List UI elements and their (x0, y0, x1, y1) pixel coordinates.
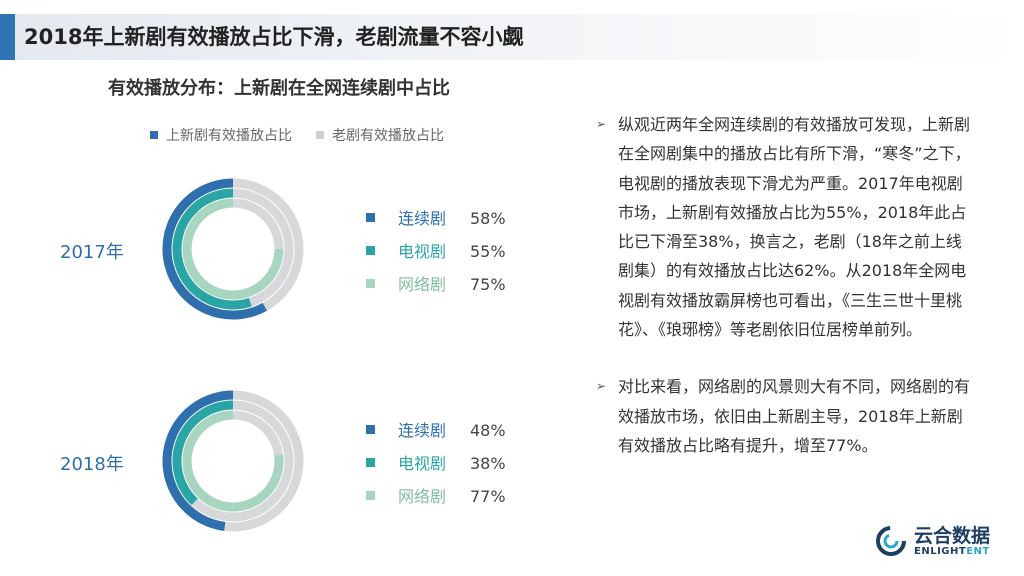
ring-legend-label: 电视剧 (398, 242, 446, 261)
legend-label-old: 老剧有效播放占比 (332, 128, 444, 144)
bullet-text: 对比来看，网络剧的风景则大有不同，网络剧的有效播放市场，依旧由上新剧主导，201… (618, 377, 971, 455)
bullet-item: ➢ 对比来看，网络剧的风景则大有不同，网络剧的有效播放市场，依旧由上新剧主导，2… (596, 372, 976, 460)
chart-legend: 上新剧有效播放占比 老剧有效播放占比 (150, 125, 444, 145)
donut-charts: 连续剧 58% 电视剧 55% 网络剧 75% 连续剧 48% 电视剧 38% 网络剧 77% (162, 178, 506, 532)
ring-legend-swatch (366, 213, 375, 222)
donut-value-arc (162, 390, 234, 531)
donut-value-arc (172, 188, 252, 310)
ring-value-label: 58% (470, 209, 506, 228)
ring-legend-label: 电视剧 (398, 454, 446, 473)
donut-value-arc (162, 178, 267, 320)
analysis-text: ➢ 纵观近两年全网连续剧的有效播放可发现，上新剧在全网剧集中的播放占比有所下滑，… (596, 110, 976, 460)
ring-legend-swatch (366, 491, 375, 500)
ring-legend-label: 连续剧 (398, 209, 446, 228)
bullet-item: ➢ 纵观近两年全网连续剧的有效播放可发现，上新剧在全网剧集中的播放占比有所下滑，… (596, 110, 976, 344)
brand-logo: 云合数据 ENLIGHTENT (874, 524, 990, 558)
ring-legend-swatch (366, 246, 375, 255)
title-accent-bar (0, 14, 15, 60)
donut-value-arc (182, 410, 284, 512)
bullet-arrow-icon: ➢ (596, 117, 607, 131)
bullet-arrow-icon: ➢ (596, 379, 607, 394)
ring-legend-swatch (366, 458, 375, 467)
ring-value-label: 38% (470, 454, 506, 473)
legend-label-new: 上新剧有效播放占比 (166, 128, 292, 144)
year-label-2017: 2017年 (60, 242, 124, 263)
ring-value-label: 77% (470, 487, 506, 506)
page-title: 2018年上新剧有效播放占比下滑，老剧流量不容小觑 (24, 25, 524, 49)
legend-item-old: 老剧有效播放占比 (316, 125, 444, 145)
legend-swatch-new (150, 131, 158, 139)
ring-legend-label: 网络剧 (398, 275, 446, 294)
brand-name-en-accent: ENT (966, 545, 990, 557)
ring-legend-label: 网络剧 (398, 487, 446, 506)
ring-value-label: 55% (470, 242, 506, 261)
legend-item-new: 上新剧有效播放占比 (150, 125, 292, 145)
brand-name-cn: 云合数据 (914, 524, 991, 547)
brand-name-en-main: ENLIGHT (914, 545, 967, 557)
title-bar (0, 14, 1024, 60)
legend-swatch-old (316, 131, 324, 139)
ring-legend-swatch (366, 279, 375, 288)
bullet-text: 纵观近两年全网连续剧的有效播放可发现，上新剧在全网剧集中的播放占比有所下滑，“寒… (618, 115, 971, 340)
ring-value-label: 48% (470, 421, 506, 440)
ring-legend-swatch (366, 425, 375, 434)
ring-legend-label: 连续剧 (398, 421, 446, 440)
brand-name-en: ENLIGHTENT (914, 546, 990, 557)
donut-value-arc (172, 400, 234, 506)
brand-logo-icon (876, 526, 906, 556)
year-label-2018: 2018年 (60, 454, 124, 475)
chart-title: 有效播放分布：上新剧在全网连续剧中占比 (108, 78, 450, 99)
donut-value-arc (182, 198, 284, 300)
ring-value-label: 75% (470, 275, 506, 294)
